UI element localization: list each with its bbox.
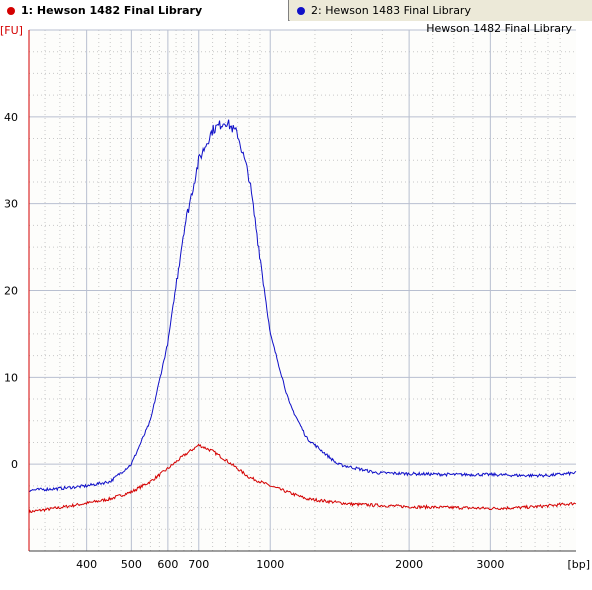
chart-svg: 0 10 20 30 40 400 500 600 700 1000 2000 3000 [FU] [bp…: [0, 22, 590, 571]
tab-sample-1[interactable]: 1: Hewson 1482 Final Library: [0, 0, 289, 21]
x-tick-label: 3000: [476, 558, 504, 571]
y-axis-label: [FU]: [0, 24, 23, 37]
x-tick-label: 400: [76, 558, 97, 571]
series-line-2: [28, 119, 577, 493]
y-tick-label: 0: [11, 458, 18, 471]
tab-sample-2-label: 2: Hewson 1483 Final Library: [311, 4, 471, 17]
y-tick-label: 40: [4, 111, 18, 124]
y-tick-label: 10: [4, 371, 18, 384]
x-tick-label: 2000: [395, 558, 423, 571]
x-tick-label: 500: [121, 558, 142, 571]
red-dot-icon: [7, 6, 15, 15]
chart-title: Hewson 1482 Final Library: [426, 22, 572, 35]
x-tick-label: 600: [157, 558, 178, 571]
x-tick-label: 1000: [256, 558, 284, 571]
sample-tabbar: 1: Hewson 1482 Final Library 2: Hewson 1…: [0, 0, 592, 21]
x-axis-label: [bp]: [567, 558, 590, 571]
tab-sample-2[interactable]: 2: Hewson 1483 Final Library: [290, 0, 592, 21]
electropherogram-chart: 0 10 20 30 40 400 500 600 700 1000 2000 3000 [FU] [bp…: [0, 21, 592, 586]
y-tick-label: 30: [4, 198, 18, 211]
y-tick-label: 20: [4, 285, 18, 298]
x-tick-label: 700: [188, 558, 209, 571]
blue-dot-icon: [297, 6, 305, 15]
tab-sample-1-label: 1: Hewson 1482 Final Library: [21, 4, 203, 17]
series-line-1: [28, 443, 577, 514]
